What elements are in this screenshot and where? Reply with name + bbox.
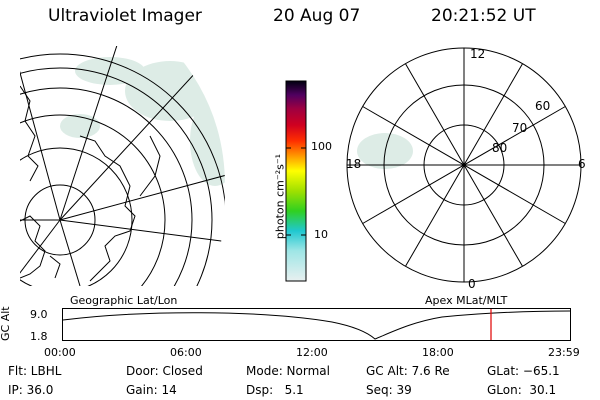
mode-status: Mode: Normal — [246, 364, 330, 378]
glat-status: GLat: −65.1 — [487, 364, 560, 378]
dsp-status: Dsp: 5.1 — [246, 383, 304, 397]
strip-xtick-0600: 06:00 — [170, 346, 202, 359]
gain-status: Gain: 14 — [126, 383, 177, 397]
filter-status: Flt: LBHL — [8, 364, 62, 378]
mlt-label-12: 12 — [470, 47, 486, 61]
mlat-label-80: 80 — [492, 141, 508, 155]
mlat-label-70: 70 — [512, 121, 528, 135]
strip-xtick-0000: 00:00 — [44, 346, 76, 359]
strip-ytick-high: 9.0 — [30, 308, 48, 321]
strip-axis-title: GC Alt — [0, 306, 12, 341]
strip-xtick-1200: 12:00 — [296, 346, 328, 359]
right-map-label: Apex MLat/MLT — [425, 294, 508, 307]
gc-altitude-status: GC Alt: 7.6 Re — [366, 364, 450, 378]
geographic-map — [20, 46, 225, 286]
colorbar — [285, 80, 307, 282]
left-map-label: Geographic Lat/Lon — [70, 294, 178, 307]
strip-ytick-low: 1.8 — [30, 330, 48, 343]
polar-grid — [346, 47, 582, 283]
mlt-label-0: 0 — [468, 277, 476, 291]
sequence-status: Seq: 39 — [366, 383, 412, 397]
ip-status: IP: 36.0 — [8, 383, 54, 397]
colorbar-tick-100: 100 — [311, 140, 332, 153]
colorbar-tick-10: 10 — [314, 228, 328, 241]
mlt-label-18: 18 — [346, 157, 362, 171]
strip-xtick-2359: 23:59 — [548, 346, 580, 359]
observation-date: 20 Aug 07 — [273, 6, 361, 26]
orbit-altitude-strip — [62, 308, 571, 341]
colorbar-unit-label: photon cm⁻²s⁻¹ — [273, 153, 287, 240]
door-status: Door: Closed — [126, 364, 203, 378]
strip-xtick-1800: 18:00 — [422, 346, 454, 359]
polar-mlt-plot — [346, 47, 582, 283]
coastlines — [20, 85, 161, 282]
mlt-label-6: 6 — [578, 157, 586, 171]
mlat-label-60: 60 — [535, 99, 551, 113]
instrument-title: Ultraviolet Imager — [48, 6, 202, 26]
observation-time: 20:21:52 UT — [431, 6, 536, 26]
glon-status: GLon: 30.1 — [487, 383, 557, 397]
